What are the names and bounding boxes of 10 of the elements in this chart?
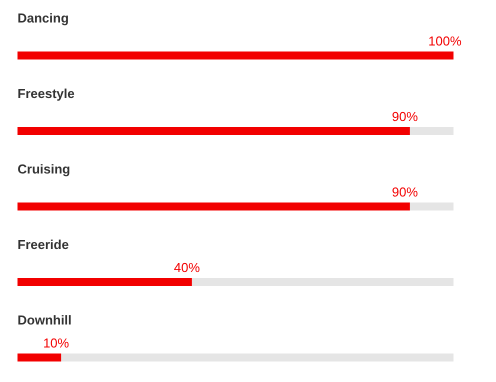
y-tick-label: Freeride [18,237,69,252]
y-tick-label: Freestyle [18,86,75,101]
y-tick-label: Dancing [18,10,69,26]
y-tick-label: Downhill [18,312,72,328]
data-label: 90% [392,184,418,200]
data-label: 40% [174,260,200,275]
data-label: 100% [428,34,462,48]
y-tick-label: Cruising [18,162,70,176]
data-label: 10% [43,336,70,350]
data-label: 90% [392,109,418,124]
